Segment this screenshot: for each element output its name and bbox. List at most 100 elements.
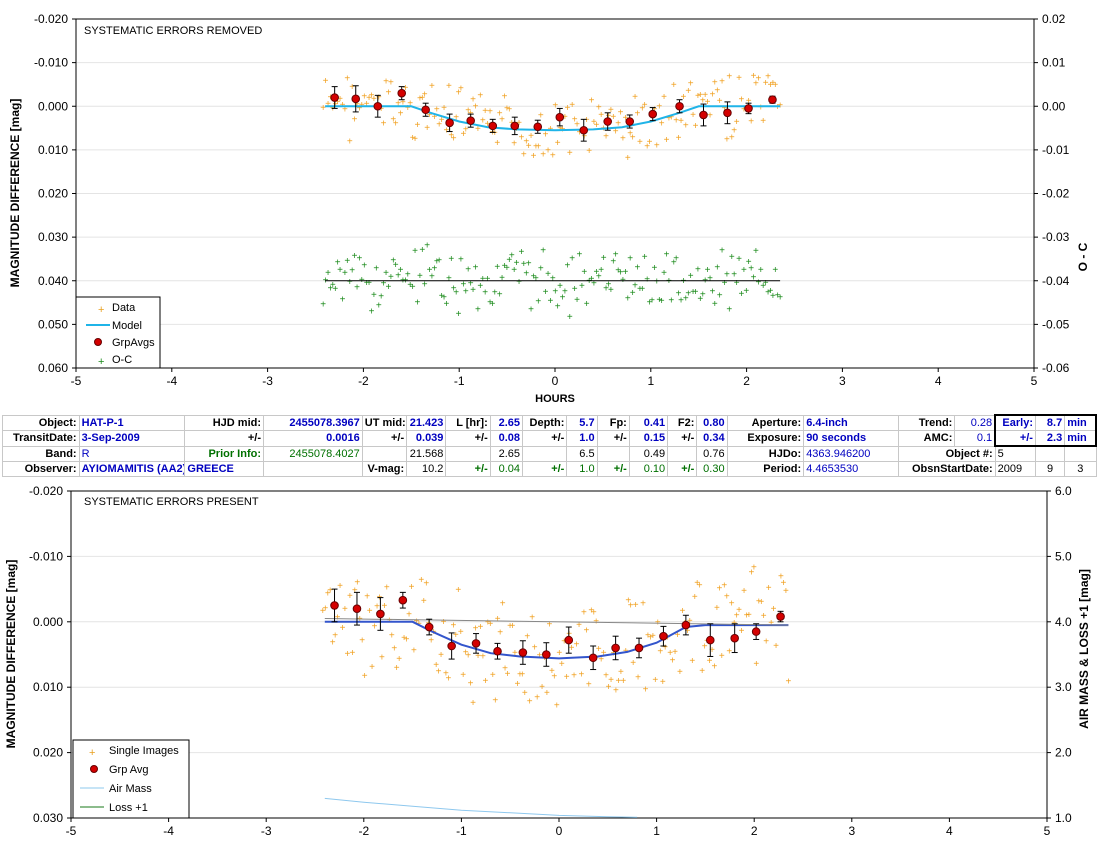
oc-point: + [746,257,752,268]
y-tick-label: 0.040 [38,274,68,288]
oc-point: + [654,277,660,288]
data-point: + [354,99,360,110]
group-average-point [699,103,708,127]
data-point: + [719,651,725,662]
data-point: + [511,138,517,149]
data-point: + [490,670,496,681]
data-point: + [700,95,706,106]
data-point: + [552,100,558,111]
data-point: + [528,131,534,142]
oc-point: + [543,287,549,298]
data-point: + [549,666,555,677]
top-y2-axis-ticks: -0.06 -0.05 -0.04 -0.03 -0.02 -0.01 0.00 0.01 0.… [1034,12,1070,375]
y-tick-label: 0.050 [38,317,68,331]
data-point: + [761,611,767,622]
data-point: + [332,631,338,642]
data-point: + [453,113,459,124]
data-point: + [598,654,604,665]
data-point: + [458,627,464,638]
data-point: + [781,578,787,589]
depth-label: Depth: [522,414,568,431]
object-number-value: 5 [994,445,1036,462]
data-point: + [519,669,525,680]
data-point: + [695,91,701,102]
info-row-4: Observer: AYIOMAMITIS (AA2) GREECE V-mag… [2,461,1097,477]
data-point: + [453,630,459,641]
prior-info-label: Prior Info: [184,445,265,462]
data-point: + [689,656,695,667]
oc-point: + [533,273,539,284]
data-point: + [561,636,567,647]
data-point: + [651,104,657,115]
oc-point: + [768,286,774,297]
obs-start-year: 2009 [994,461,1036,477]
group-average-point [634,637,644,659]
prior-depth-value: 6.5 [566,445,598,462]
data-point: + [620,133,626,144]
y2-tick-label: 5.0 [1055,549,1072,563]
group-average-point [351,85,361,113]
group-average-point [330,588,339,623]
y2-tick-label: 6.0 [1055,484,1072,498]
data-point: + [577,128,583,139]
data-point: + [436,120,442,131]
bottom-y-axis-ticks: -0.020 -0.010 0.000 0.010 0.020 0.030 [29,484,71,825]
oc-point: + [627,253,633,264]
data-point: + [463,648,469,659]
data-point: + [487,107,493,118]
group-average-point [555,107,565,127]
data-point: + [381,119,387,130]
data-point: + [535,141,541,152]
info-row-3: Band: R Prior Info: 2455078.4027 21.568 … [2,445,1097,462]
oc-point: + [584,299,590,310]
vmag-label: V-mag: [361,461,408,477]
data-point: + [526,141,532,152]
oc-point: + [446,273,452,284]
x-tick-label: -2 [358,374,369,388]
data-point: + [398,109,404,120]
y-tick-label: 0.010 [38,143,68,157]
data-point: + [559,659,565,670]
oc-point: + [625,294,631,305]
data-point: + [446,81,452,92]
data-point: + [699,666,705,677]
data-point: + [618,108,624,119]
trend-value: 0.28 [954,414,996,431]
band-label: Band: [2,445,80,462]
y-tick-label: 0.020 [38,187,68,201]
data-point: + [390,115,396,126]
data-point: + [506,105,512,116]
data-point: + [639,104,645,115]
oc-point: + [656,295,662,306]
group-average-point [488,118,498,133]
oc-point: + [567,312,573,323]
y-tick-label: -0.010 [34,56,68,70]
oc-point: + [378,292,384,303]
data-point: + [439,115,445,126]
transit-date-label: TransitDate: [2,430,80,447]
data-point: + [650,631,656,642]
data-point: + [739,95,745,106]
data-point: + [586,146,592,157]
data-point: + [450,620,456,631]
data-point: + [384,583,390,594]
data-point: + [489,128,495,139]
v2-err-label: +/- [522,461,568,477]
obs-start-date-label: ObsnStartDate: [897,461,996,477]
depth-err-value: 1.0 [566,430,598,447]
data-point: + [340,623,346,634]
data-point: + [470,95,476,106]
oc-point: + [593,267,599,278]
data-point: + [531,151,537,162]
oc-point: + [357,254,363,265]
data-point: + [441,103,447,114]
data-point: + [391,643,397,654]
oc-point: + [685,288,691,299]
data-point: + [443,668,449,679]
oc-point: + [606,279,612,290]
legend-grp-avg-marker [90,765,98,773]
group-average-point [421,102,430,117]
data-point: + [692,592,698,603]
data-point: + [656,102,662,113]
data-point: + [694,578,700,589]
